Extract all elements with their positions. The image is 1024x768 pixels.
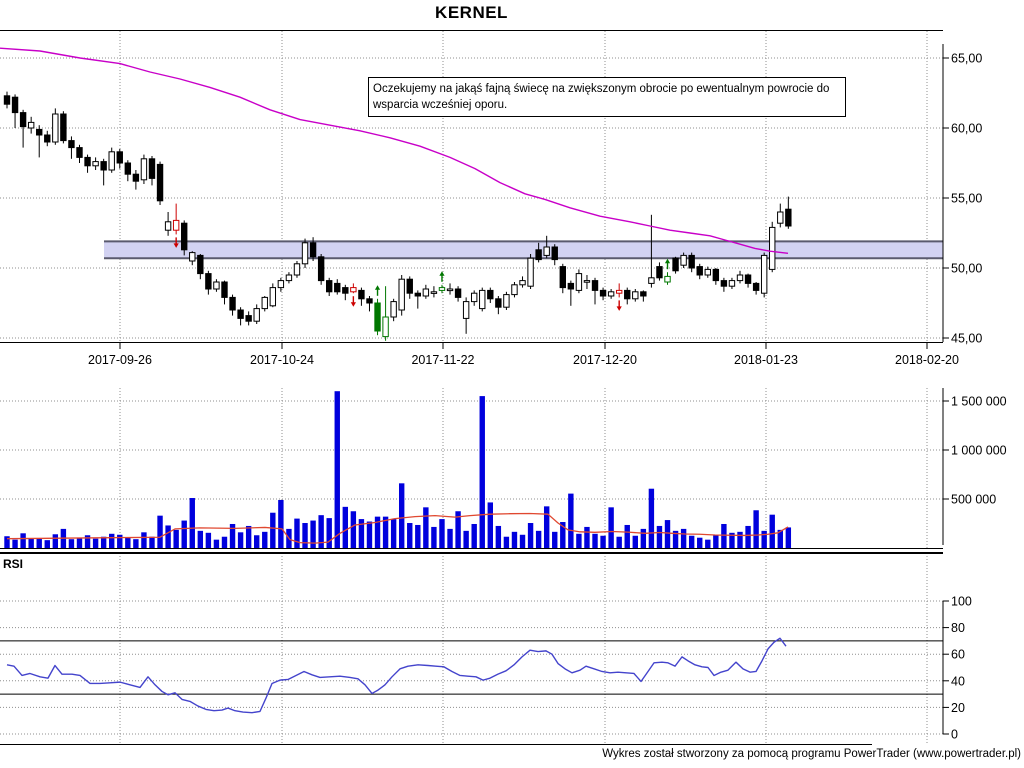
rsi-panel[interactable] xyxy=(0,637,943,714)
svg-text:2017-10-24: 2017-10-24 xyxy=(250,353,314,367)
grid-lines xyxy=(0,31,943,744)
date-axis: 2017-09-26 2017-10-24 2017-11-22 2017-12-20… xyxy=(88,343,959,367)
down-arrow-icon xyxy=(616,306,622,311)
chart-title: KERNEL xyxy=(435,3,508,22)
svg-text:60,00: 60,00 xyxy=(951,122,982,136)
svg-text:2018-01-23: 2018-01-23 xyxy=(734,353,798,367)
axis-labels: 65,00 60,00 55,00 50,00 45,00 1 500 000 1 000 … xyxy=(951,52,1007,742)
svg-text:100: 100 xyxy=(951,595,972,609)
svg-text:55,00: 55,00 xyxy=(951,192,982,206)
svg-text:500 000: 500 000 xyxy=(951,493,996,507)
svg-text:2018-02-20: 2018-02-20 xyxy=(895,353,959,367)
up-arrow-icon xyxy=(439,271,445,276)
svg-text:40: 40 xyxy=(951,674,965,688)
axes xyxy=(0,30,949,745)
svg-text:45,00: 45,00 xyxy=(951,332,982,346)
svg-text:65,00: 65,00 xyxy=(951,52,982,66)
annotation-note: Oczekujemy na jakąś fajną świecę na zwię… xyxy=(368,77,846,118)
svg-text:20: 20 xyxy=(951,701,965,715)
svg-text:50,00: 50,00 xyxy=(951,262,982,276)
down-arrow-icon xyxy=(350,302,356,307)
svg-text:80: 80 xyxy=(951,621,965,635)
signal-arrows xyxy=(173,237,671,311)
support-band xyxy=(104,241,943,259)
up-arrow-icon xyxy=(664,258,671,264)
up-arrow-icon xyxy=(374,285,381,290)
credit-text: Wykres został stworzony za pomocą progra… xyxy=(602,748,1021,760)
price-ma-line xyxy=(0,47,789,254)
svg-text:60: 60 xyxy=(951,648,965,662)
svg-text:2017-11-22: 2017-11-22 xyxy=(411,353,474,367)
price-panel[interactable] xyxy=(104,240,943,260)
svg-text:2017-09-26: 2017-09-26 xyxy=(88,353,152,367)
volume-panel[interactable] xyxy=(4,391,792,548)
rsi-panel-label: RSI xyxy=(3,557,24,571)
candlesticks xyxy=(3,91,792,341)
svg-text:1 500 000: 1 500 000 xyxy=(951,395,1007,409)
down-arrow-icon xyxy=(173,243,179,248)
svg-text:0: 0 xyxy=(951,728,958,742)
svg-text:2017-12-20: 2017-12-20 xyxy=(573,353,637,367)
svg-text:1 000 000: 1 000 000 xyxy=(951,444,1007,458)
